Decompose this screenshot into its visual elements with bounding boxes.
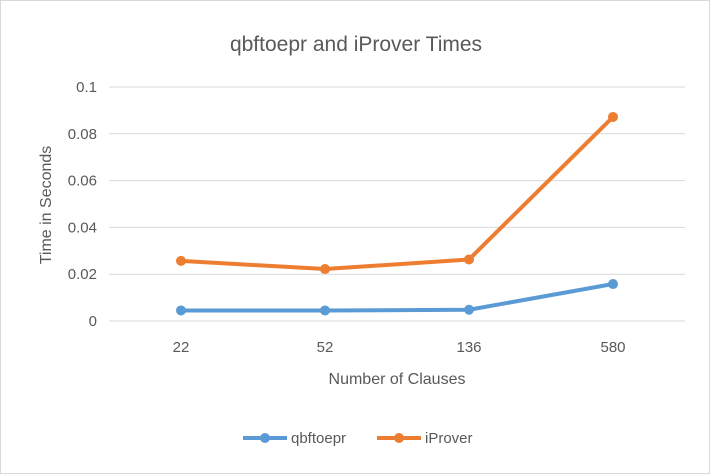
y-tick-label: 0 xyxy=(89,313,97,330)
legend-label: qbftoepr xyxy=(291,430,346,447)
x-tick-label: 580 xyxy=(600,339,625,356)
y-axis-label: Time in Seconds xyxy=(38,146,55,265)
legend-item: iProver xyxy=(377,430,473,447)
series-qbftoepr xyxy=(176,279,618,316)
x-tick-label: 52 xyxy=(317,339,334,356)
data-point xyxy=(176,255,186,266)
series-line xyxy=(179,114,615,272)
x-tick-label: 22 xyxy=(173,339,190,356)
data-point xyxy=(464,304,474,315)
legend-marker xyxy=(260,433,270,443)
data-point xyxy=(608,111,618,122)
data-point xyxy=(320,264,330,275)
y-tick-label: 0.06 xyxy=(68,173,97,190)
y-tick-label: 0.1 xyxy=(76,79,97,96)
legend-label: iProver xyxy=(425,430,473,447)
chart-title: qbftoepr and iProver Times xyxy=(230,33,482,56)
y-tick-label: 0.04 xyxy=(68,219,97,236)
data-point xyxy=(464,254,474,265)
data-point xyxy=(320,305,330,316)
legend-marker xyxy=(394,433,404,443)
gridlines xyxy=(109,86,685,322)
series-iProver xyxy=(176,111,618,275)
series-line xyxy=(179,282,615,313)
x-axis-label: Number of Clauses xyxy=(329,371,466,388)
x-tick-label: 136 xyxy=(456,339,481,356)
legend-item: qbftoepr xyxy=(243,430,346,447)
legend: qbftoepr iProver xyxy=(243,430,473,447)
series xyxy=(176,111,618,316)
y-tick-label: 0.02 xyxy=(68,266,97,283)
x-tick-labels: 22 52 136 580 xyxy=(173,339,626,356)
y-tick-label: 0.08 xyxy=(68,126,97,143)
y-tick-labels: 0 0.02 0.04 0.06 0.08 0.1 xyxy=(68,79,97,330)
data-point xyxy=(176,305,186,316)
data-point xyxy=(608,279,618,290)
